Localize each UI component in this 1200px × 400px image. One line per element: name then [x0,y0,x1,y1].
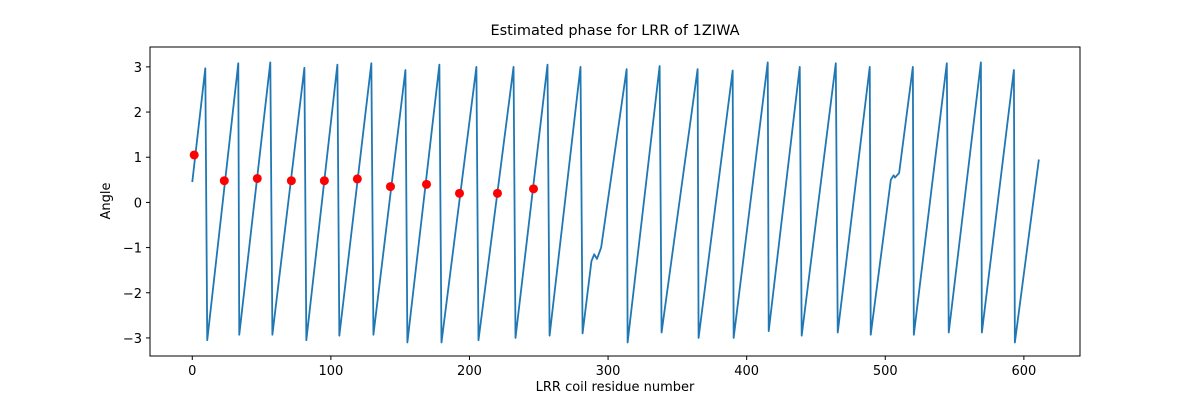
x-tick-label: 200 [457,364,482,379]
x-tick-label: 0 [188,364,196,379]
phase-point [189,150,199,160]
x-tick-label: 400 [734,364,759,379]
chart-title: Estimated phase for LRR of 1ZIWA [490,23,739,39]
x-tick-label: 600 [1011,364,1036,379]
y-tick-label: −1 [123,242,142,257]
y-tick-label: −2 [123,287,142,302]
phase-point [385,182,395,192]
phase-point [219,176,229,186]
y-tick-label: 2 [134,106,142,121]
phase-point [454,188,464,198]
y-tick-label: −3 [123,332,142,347]
x-tick-label: 100 [318,364,343,379]
phase-point [286,176,296,186]
y-tick-label: 3 [134,61,142,76]
y-tick-label: 0 [134,196,142,211]
y-tick-label: 1 [134,151,142,166]
phase-point [492,188,502,198]
phase-point [422,179,432,189]
phase-point [319,176,329,186]
phase-point [252,173,262,183]
x-tick-label: 500 [873,364,898,379]
plot-frame [149,46,1081,357]
x-axis-label: LRR coil residue number [536,380,695,395]
phase-point [529,184,539,194]
phase-line [191,61,1040,344]
x-tick-label: 300 [596,364,621,379]
phase-point [352,174,362,184]
y-axis-label: Angle [99,183,114,220]
